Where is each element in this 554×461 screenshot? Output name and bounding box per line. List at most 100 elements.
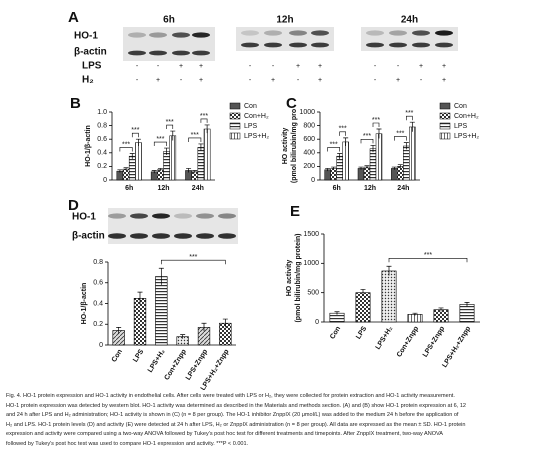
error-bar <box>337 153 343 159</box>
error-bar <box>334 311 340 315</box>
legend-swatch <box>439 102 451 110</box>
blot-band <box>128 50 146 56</box>
error-bar <box>412 312 418 316</box>
treatment-sign: + <box>271 77 275 84</box>
error-bar <box>376 128 382 139</box>
x-tick-label: 12h <box>364 185 376 192</box>
error-bar <box>364 165 370 169</box>
blot-band <box>172 32 190 38</box>
bar <box>324 169 331 181</box>
x-tick-label: LPS <box>355 325 368 341</box>
error-bar <box>164 147 170 155</box>
legend-label: Con <box>244 103 257 110</box>
bar <box>397 166 404 181</box>
legend-label: Con+H₂ <box>454 113 479 120</box>
significance-label: *** <box>363 133 371 140</box>
blot-background <box>108 208 238 244</box>
blot-band <box>412 30 430 36</box>
blot-band <box>218 233 236 239</box>
blot-band <box>108 233 126 239</box>
bar <box>336 155 343 181</box>
error-bar <box>358 166 364 170</box>
legend-swatch <box>229 132 241 140</box>
x-tick-label: LPS+H₂ <box>147 348 167 374</box>
bar <box>122 168 130 181</box>
blot-row-label: HO-1 <box>72 212 96 223</box>
panel-letter: A <box>68 9 79 26</box>
x-tick-label: LPS+H₂ <box>375 325 395 351</box>
y-tick-label: 0.6 <box>97 136 107 143</box>
y-axis-label: HO-1/β-actin <box>85 125 92 167</box>
panel-letter: E <box>290 203 300 220</box>
y-tick-label: 0.6 <box>93 280 103 287</box>
treatment-sign: - <box>374 77 377 84</box>
blot-band <box>174 233 192 239</box>
treatment-sign: - <box>297 77 300 84</box>
bar <box>342 141 349 181</box>
blot-band <box>192 50 210 56</box>
time-label: 24h <box>401 15 418 26</box>
caption: Fig. 4. HO-1 protein expression and HO-1… <box>6 392 548 450</box>
treatment-sign: + <box>419 63 423 70</box>
significance-label: *** <box>424 252 432 259</box>
time-label: 12h <box>276 15 293 26</box>
blot-band <box>412 42 430 48</box>
y-tick-label: 0.4 <box>93 300 103 307</box>
error-bar <box>186 168 192 173</box>
significance-label: *** <box>156 136 164 143</box>
treatment-label: LPS <box>82 61 102 72</box>
blot-band <box>366 30 384 36</box>
legend-label: LPS <box>244 123 258 130</box>
legend-label: LPS <box>454 123 468 130</box>
blot-band <box>311 30 329 36</box>
x-tick-label: LPS+Znpp <box>422 325 446 358</box>
error-bar <box>170 130 176 141</box>
bar <box>381 270 397 323</box>
y-tick-label: 1000 <box>299 109 315 116</box>
error-bar <box>386 265 392 276</box>
bar <box>357 168 365 181</box>
x-tick-label: Con+Znpp <box>164 348 188 381</box>
significance-label: *** <box>191 132 199 139</box>
error-bar <box>117 169 123 173</box>
bar <box>459 304 475 323</box>
significance-label: *** <box>396 130 404 137</box>
error-bar <box>129 153 135 159</box>
time-label: 6h <box>163 15 175 26</box>
treatment-sign: + <box>318 77 322 84</box>
treatment-sign: + <box>296 63 300 70</box>
significance-bracket <box>327 147 340 152</box>
significance-bracket <box>339 131 346 136</box>
significance-bracket <box>388 257 468 263</box>
treatment-sign: + <box>442 77 446 84</box>
blot-band <box>289 30 307 36</box>
treatment-sign: - <box>157 63 160 70</box>
blot-band <box>389 42 407 48</box>
error-bar <box>325 168 331 172</box>
caption-line: Fig. 4. HO-1 protein expression and HO-1… <box>6 393 455 399</box>
treatment-sign: - <box>374 63 377 70</box>
figure: A 6h - - + + - + - +12h - - + + - + - +24h - - + + - + - + HO-1 β-a… <box>68 9 480 390</box>
y-tick-label: 1000 <box>303 260 319 267</box>
caption-line: H₂ and LPS. HO-1 protein levels (D) and … <box>6 421 466 428</box>
y-axis-label: (pmol bilirubin/mg protein) <box>295 233 302 322</box>
blot-band <box>130 213 148 219</box>
significance-bracket <box>119 147 133 152</box>
error-bar <box>438 307 444 312</box>
significance-bracket <box>372 122 380 127</box>
treatment-sign: - <box>136 77 139 84</box>
error-bar <box>204 124 210 134</box>
blot-band <box>435 42 453 48</box>
blot-band <box>192 32 210 38</box>
legend-label: Con+H₂ <box>244 113 269 120</box>
bar <box>363 166 371 181</box>
error-bar <box>464 301 470 307</box>
legend-swatch <box>229 102 241 110</box>
legend-label: Con <box>454 103 467 110</box>
caption-line: expression and activity were compared us… <box>6 431 444 438</box>
blot-band <box>311 42 329 48</box>
panel-letter: D <box>68 197 79 214</box>
treatment-sign: + <box>156 77 160 84</box>
error-bar <box>391 166 397 170</box>
y-axis-label: HO-1/β-actin <box>81 283 88 325</box>
